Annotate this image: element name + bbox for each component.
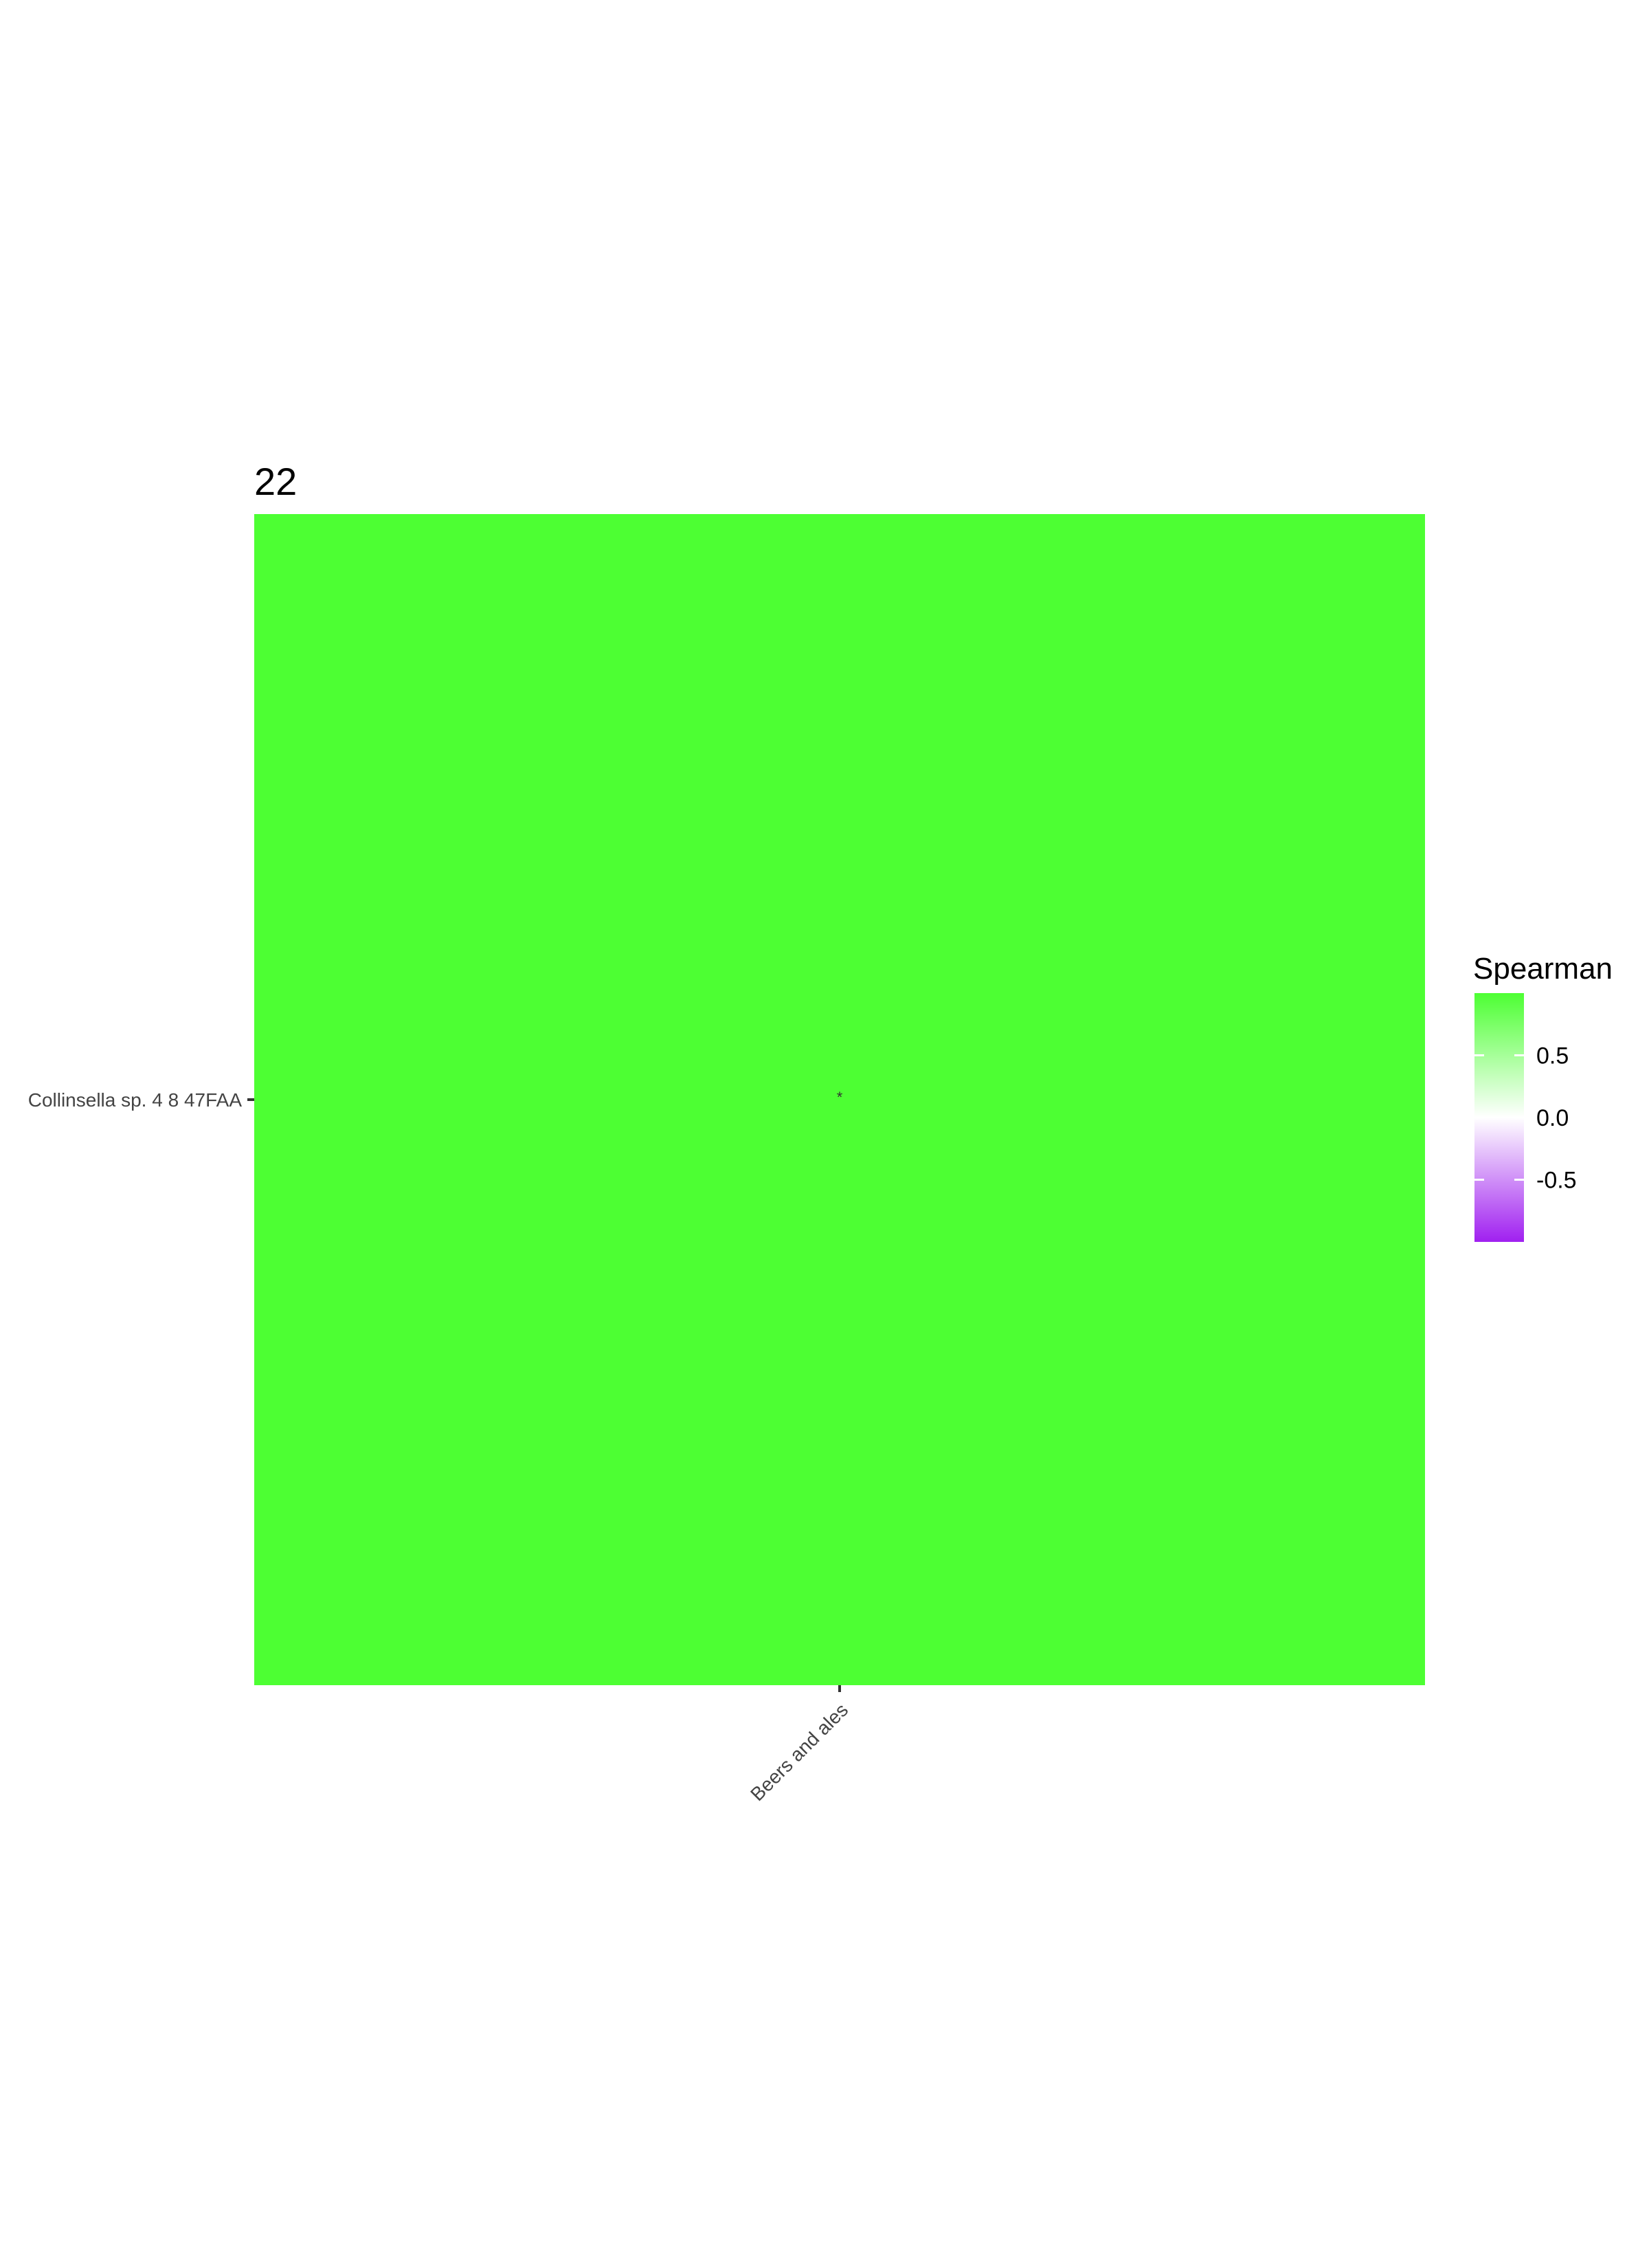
significance-marker: * — [837, 1089, 843, 1106]
legend: Spearman -0.5 0.0 0.5 — [1473, 952, 1613, 1242]
x-tick-label: Beers and ales — [746, 1699, 852, 1805]
x-axis-labels: Beers and ales — [746, 1685, 852, 1805]
y-axis-labels: Collinsella sp. 4 8 47FAA — [28, 1089, 254, 1111]
legend-tick-label: 0.5 — [1536, 1043, 1569, 1069]
legend-tick-label: -0.5 — [1536, 1168, 1577, 1194]
legend-ticks: -0.5 0.0 0.5 — [1474, 1043, 1577, 1194]
chart-title: 22 — [254, 460, 297, 503]
legend-tick-label: 0.0 — [1536, 1105, 1569, 1131]
legend-title: Spearman — [1473, 952, 1613, 986]
heatmap-cells: * — [254, 514, 1425, 1685]
y-tick-label: Collinsella sp. 4 8 47FAA — [28, 1089, 243, 1111]
heatmap-cell — [254, 514, 1425, 1685]
